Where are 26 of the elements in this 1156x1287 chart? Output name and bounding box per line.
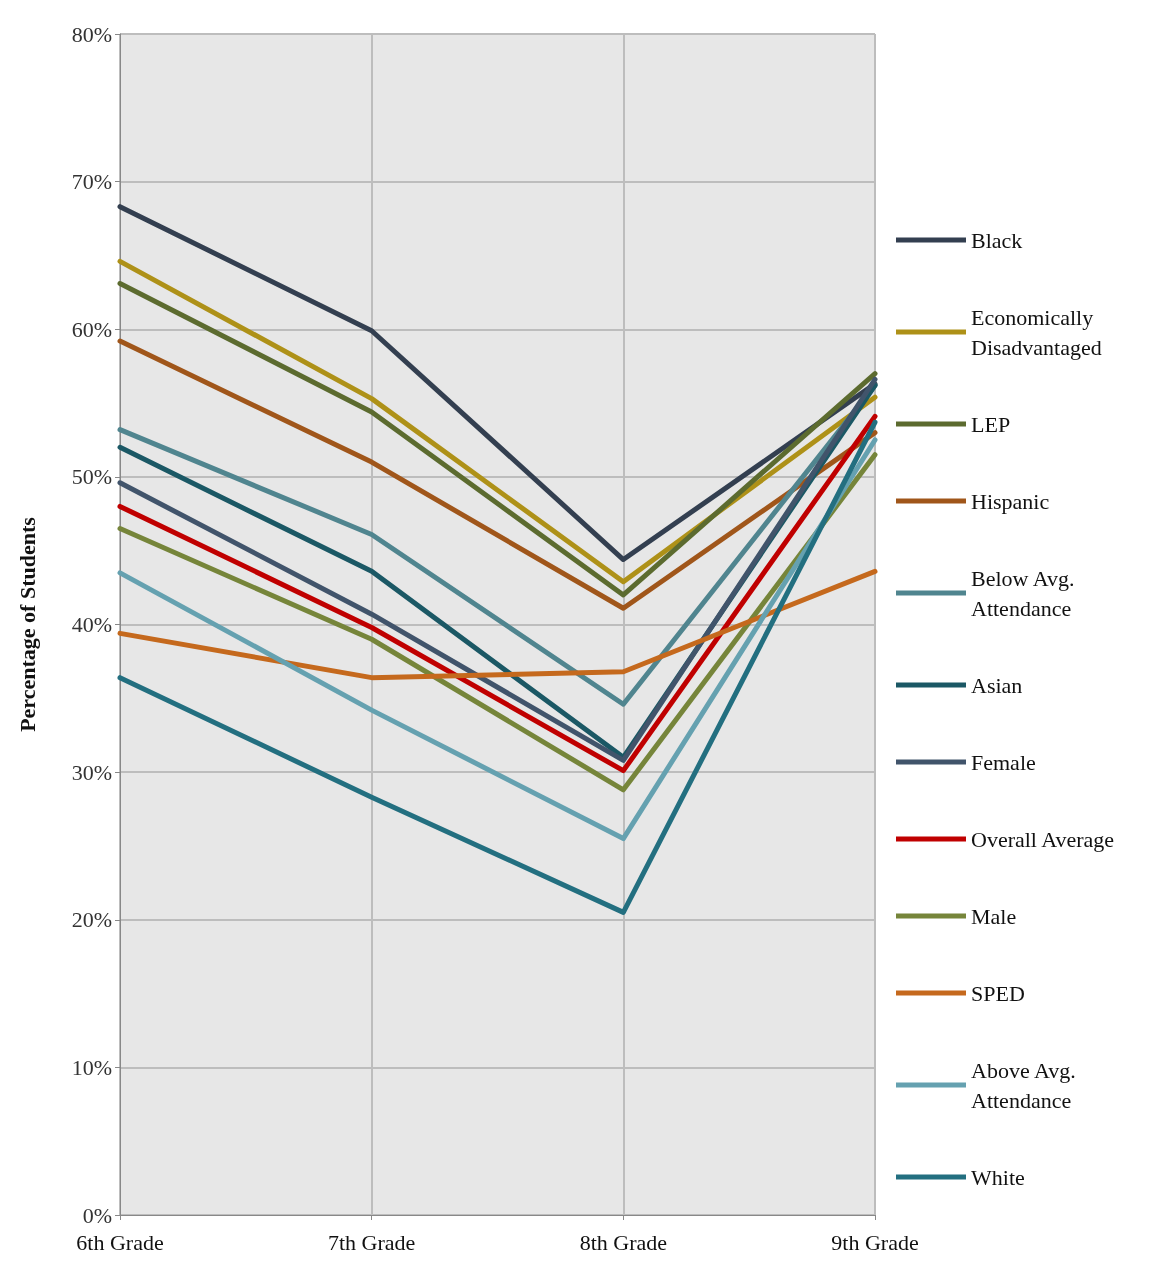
x-tick-label: 9th Grade (831, 1229, 919, 1255)
legend-label: Asian (971, 672, 1023, 698)
y-tick-label: 40% (71, 612, 112, 637)
legend-label: Below Avg. Attendance (971, 565, 1080, 621)
y-tick-label: 20% (71, 907, 112, 933)
legend-label: White (971, 1164, 1025, 1190)
y-tick-label: 60% (71, 316, 112, 342)
y-tick-label: 0% (82, 1202, 112, 1228)
legend-label: Hispanic (971, 488, 1050, 514)
y-tick-label: 70% (71, 169, 112, 195)
y-tick-label: 30% (71, 759, 112, 785)
y-tick-label: 10% (71, 1054, 112, 1080)
y-tick-label: 50% (71, 464, 112, 490)
legend-label: Economically Disadvantaged (971, 304, 1102, 360)
legend-label: Above Avg. Attendance (971, 1057, 1082, 1113)
legend-label: Female (971, 749, 1036, 775)
x-tick-label: 8th Grade (579, 1229, 668, 1255)
x-tick-label: 6th Grade (76, 1229, 164, 1255)
legend-label: LEP (971, 411, 1011, 437)
legend-label: Black (971, 227, 1023, 253)
y-tick-label: 80% (71, 21, 112, 47)
legend-label: SPED (971, 980, 1025, 1006)
x-tick-label: 7th Grade (327, 1229, 416, 1255)
legend-label: Overall Average (971, 826, 1115, 852)
legend-label: Male (971, 903, 1017, 929)
y-axis-title: Percentage of Students (14, 516, 40, 732)
